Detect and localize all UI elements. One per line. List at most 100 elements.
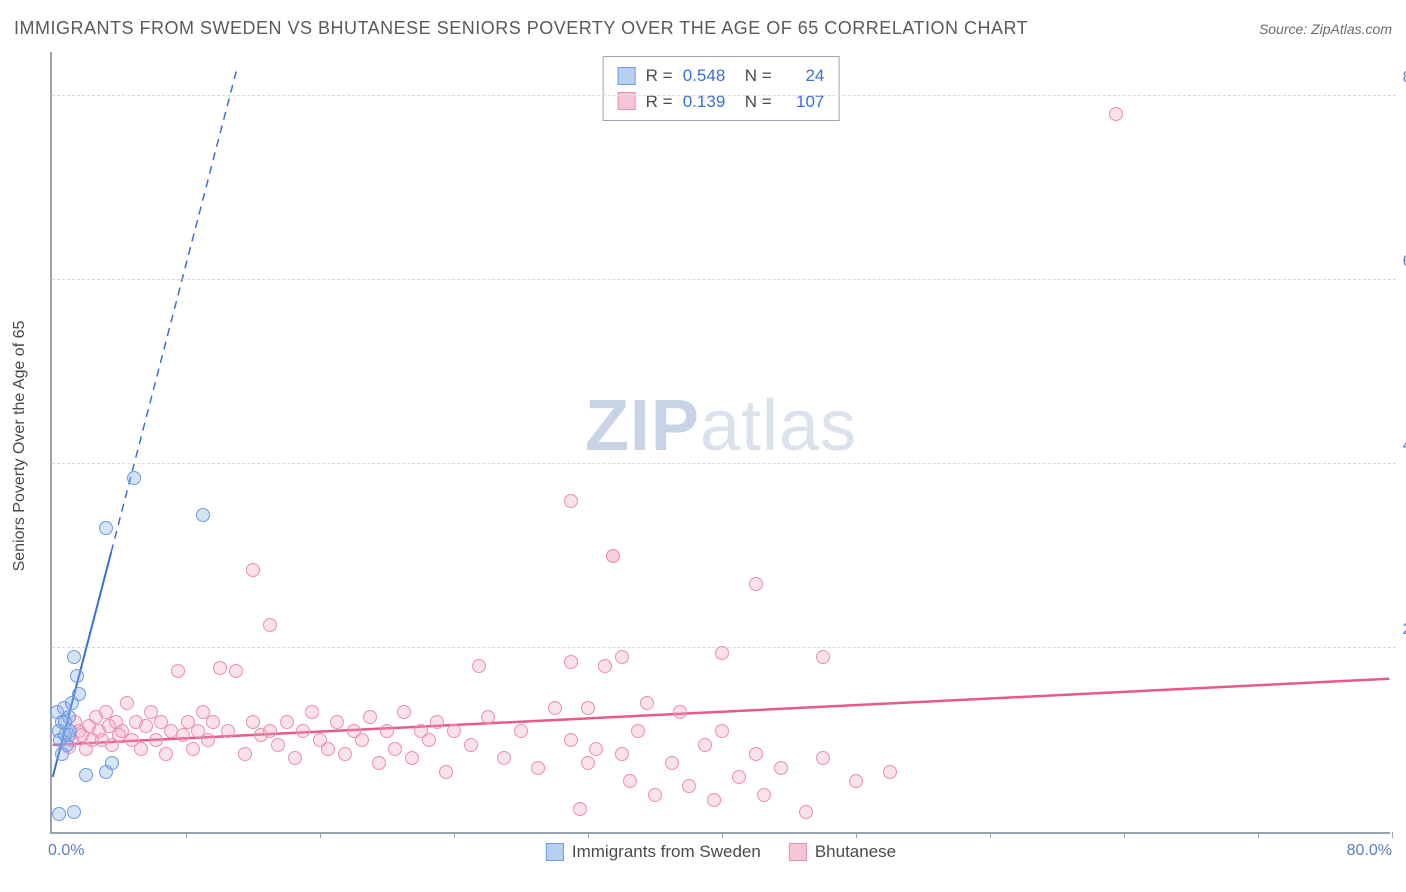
legend-label-bhutanese: Bhutanese <box>815 842 896 862</box>
data-point-bhutanese <box>715 646 729 660</box>
data-point-bhutanese <box>238 747 252 761</box>
data-point-bhutanese <box>749 747 763 761</box>
data-point-bhutanese <box>564 494 578 508</box>
y-axis-label: Seniors Poverty Over the Age of 65 <box>11 321 29 572</box>
y-tick-label: 20.0% <box>1403 621 1406 639</box>
data-point-sweden <box>127 471 141 485</box>
data-point-bhutanese <box>849 774 863 788</box>
data-point-sweden <box>67 805 81 819</box>
data-point-bhutanese <box>757 788 771 802</box>
data-point-bhutanese <box>464 738 478 752</box>
data-point-bhutanese <box>296 724 310 738</box>
data-point-bhutanese <box>548 701 562 715</box>
data-point-sweden <box>196 508 210 522</box>
data-point-bhutanese <box>589 742 603 756</box>
data-point-bhutanese <box>598 659 612 673</box>
data-point-bhutanese <box>134 742 148 756</box>
data-point-bhutanese <box>682 779 696 793</box>
data-point-bhutanese <box>481 710 495 724</box>
data-point-bhutanese <box>380 724 394 738</box>
data-point-bhutanese <box>564 655 578 669</box>
data-point-bhutanese <box>263 618 277 632</box>
data-point-bhutanese <box>883 765 897 779</box>
x-tick <box>1258 832 1259 838</box>
data-point-bhutanese <box>816 650 830 664</box>
data-point-bhutanese <box>397 705 411 719</box>
data-point-bhutanese <box>206 715 220 729</box>
data-point-sweden <box>70 669 84 683</box>
data-point-bhutanese <box>648 788 662 802</box>
data-point-sweden <box>58 715 72 729</box>
data-point-bhutanese <box>799 805 813 819</box>
data-point-bhutanese <box>159 747 173 761</box>
y-tick-label: 60.0% <box>1403 253 1406 271</box>
data-point-bhutanese <box>447 724 461 738</box>
x-tick <box>1392 832 1393 838</box>
chart-title: IMMIGRANTS FROM SWEDEN VS BHUTANESE SENI… <box>14 18 1028 39</box>
data-point-sweden <box>99 521 113 535</box>
scatter-plot-area: ZIPatlas R = 0.548 N = 24 R = 0.139 N = … <box>50 52 1390 834</box>
data-point-bhutanese <box>564 733 578 747</box>
x-max-label: 80.0% <box>1347 842 1392 860</box>
r-value-bhutanese: 0.139 <box>677 89 725 115</box>
x-tick <box>186 832 187 838</box>
data-point-bhutanese <box>139 719 153 733</box>
data-point-bhutanese <box>707 793 721 807</box>
r-value-sweden: 0.548 <box>677 63 725 89</box>
data-point-bhutanese <box>372 756 386 770</box>
x-origin-label: 0.0% <box>48 842 84 860</box>
data-point-bhutanese <box>573 802 587 816</box>
data-point-bhutanese <box>816 751 830 765</box>
data-point-bhutanese <box>615 650 629 664</box>
stats-row-sweden: R = 0.548 N = 24 <box>618 63 825 89</box>
data-point-bhutanese <box>606 549 620 563</box>
data-point-bhutanese <box>201 733 215 747</box>
data-point-bhutanese <box>246 715 260 729</box>
data-point-bhutanese <box>246 563 260 577</box>
series-legend: Immigrants from Sweden Bhutanese <box>546 842 896 862</box>
data-point-bhutanese <box>176 728 190 742</box>
n-value-bhutanese: 107 <box>776 89 824 115</box>
data-point-bhutanese <box>631 724 645 738</box>
data-point-bhutanese <box>280 715 294 729</box>
data-point-sweden <box>79 768 93 782</box>
x-tick <box>1124 832 1125 838</box>
data-point-bhutanese <box>405 751 419 765</box>
data-point-bhutanese <box>430 715 444 729</box>
data-point-bhutanese <box>581 756 595 770</box>
data-point-bhutanese <box>472 659 486 673</box>
data-point-bhutanese <box>263 724 277 738</box>
data-point-bhutanese <box>774 761 788 775</box>
data-point-bhutanese <box>640 696 654 710</box>
swatch-bhutanese-icon <box>789 843 807 861</box>
x-tick <box>454 832 455 838</box>
data-point-sweden <box>52 807 66 821</box>
data-point-sweden <box>99 765 113 779</box>
data-point-bhutanese <box>321 742 335 756</box>
source-attribution: Source: ZipAtlas.com <box>1259 21 1392 37</box>
data-point-bhutanese <box>439 765 453 779</box>
gridline <box>52 463 1396 464</box>
x-tick <box>320 832 321 838</box>
data-point-bhutanese <box>363 710 377 724</box>
data-point-sweden <box>55 747 69 761</box>
data-point-bhutanese <box>330 715 344 729</box>
stats-row-bhutanese: R = 0.139 N = 107 <box>618 89 825 115</box>
data-point-sweden <box>72 687 86 701</box>
data-point-bhutanese <box>186 742 200 756</box>
legend-item-bhutanese: Bhutanese <box>789 842 896 862</box>
swatch-sweden-icon <box>546 843 564 861</box>
x-tick <box>856 832 857 838</box>
data-point-bhutanese <box>221 724 235 738</box>
data-point-bhutanese <box>213 661 227 675</box>
n-value-sweden: 24 <box>776 63 824 89</box>
data-point-bhutanese <box>305 705 319 719</box>
watermark: ZIPatlas <box>585 385 857 467</box>
y-tick-label: 40.0% <box>1403 437 1406 455</box>
data-point-sweden <box>62 728 76 742</box>
data-point-bhutanese <box>338 747 352 761</box>
data-point-bhutanese <box>120 696 134 710</box>
data-point-bhutanese <box>388 742 402 756</box>
data-point-bhutanese <box>673 705 687 719</box>
data-point-bhutanese <box>732 770 746 784</box>
